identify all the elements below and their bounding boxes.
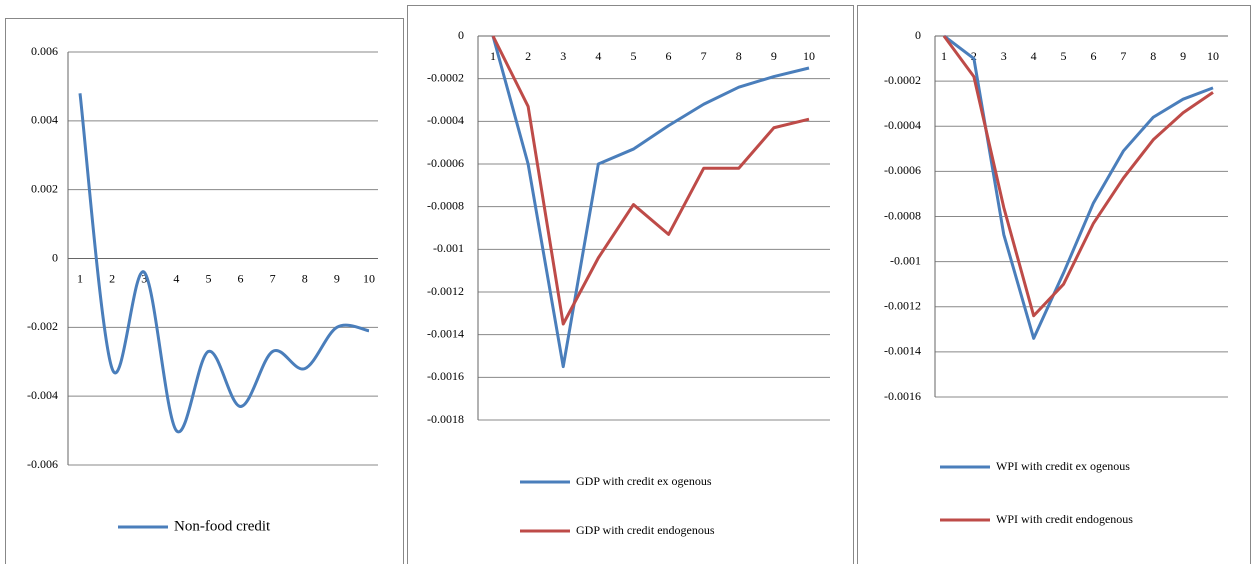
y-tick-label: -0.0014 — [427, 326, 464, 340]
panel-border — [5, 18, 404, 564]
y-tick-label: -0.0004 — [427, 113, 464, 127]
y-tick-label: 0.004 — [31, 113, 58, 127]
x-tick-label: 6 — [1090, 49, 1096, 63]
y-tick-label: -0.006 — [27, 457, 58, 471]
x-tick-label: 1 — [490, 49, 496, 63]
x-tick-label: 9 — [1180, 49, 1186, 63]
series-line — [942, 35, 1214, 318]
y-tick-label: 0.002 — [31, 181, 58, 195]
x-tick-label: 10 — [363, 271, 375, 285]
x-tick-label: 6 — [666, 49, 672, 63]
y-tick-label: -0.0002 — [884, 73, 921, 87]
y-tick-label: -0.0016 — [427, 369, 464, 383]
y-tick-label: -0.0016 — [884, 389, 921, 403]
x-tick-label: 7 — [701, 49, 707, 63]
panel-border — [857, 5, 1251, 564]
series-line — [78, 93, 370, 434]
y-tick-label: -0.0006 — [884, 163, 921, 177]
x-tick-label: 3 — [141, 271, 147, 285]
legend-label: GDP with credit ex ogenous — [576, 474, 712, 488]
y-tick-label: -0.004 — [27, 388, 58, 402]
x-tick-label: 9 — [771, 49, 777, 63]
y-tick-label: -0.001 — [890, 253, 921, 267]
y-tick-label: 0 — [458, 28, 464, 42]
y-tick-label: -0.0008 — [427, 198, 464, 212]
x-tick-label: 10 — [1207, 49, 1219, 63]
x-tick-label: 8 — [736, 49, 742, 63]
x-tick-label: 2 — [109, 271, 115, 285]
panel-border — [407, 5, 854, 564]
x-tick-label: 4 — [595, 49, 601, 63]
y-tick-label: -0.001 — [433, 241, 464, 255]
y-tick-label: -0.002 — [27, 319, 58, 333]
x-tick-label: 2 — [525, 49, 531, 63]
x-tick-label: 2 — [971, 49, 977, 63]
x-tick-label: 9 — [334, 271, 340, 285]
y-tick-label: -0.0012 — [884, 299, 921, 313]
y-tick-label: -0.0002 — [427, 70, 464, 84]
legend-label: WPI with credit ex ogenous — [996, 459, 1130, 473]
x-tick-label: 1 — [941, 49, 947, 63]
legend-label: Non-food credit — [174, 518, 271, 534]
x-tick-label: 1 — [77, 271, 83, 285]
x-tick-label: 5 — [1061, 49, 1067, 63]
x-tick-label: 3 — [1001, 49, 1007, 63]
y-tick-label: 0 — [52, 250, 58, 264]
x-tick-label: 7 — [1120, 49, 1126, 63]
y-tick-label: 0.006 — [31, 44, 58, 58]
legend-label: GDP with credit endogenous — [576, 523, 715, 537]
series-line — [491, 35, 810, 369]
x-tick-label: 10 — [803, 49, 815, 63]
x-tick-label: 5 — [630, 49, 636, 63]
y-tick-label: -0.0018 — [427, 412, 464, 426]
x-tick-label: 8 — [1150, 49, 1156, 63]
x-tick-label: 3 — [560, 49, 566, 63]
x-tick-label: 4 — [1031, 49, 1037, 63]
x-tick-label: 4 — [173, 271, 179, 285]
series-line — [491, 35, 810, 326]
legend-label: WPI with credit endogenous — [996, 512, 1133, 526]
y-tick-label: -0.0012 — [427, 284, 464, 298]
x-tick-label: 8 — [302, 271, 308, 285]
y-tick-label: 0 — [915, 28, 921, 42]
x-tick-label: 7 — [270, 271, 276, 285]
x-tick-label: 6 — [238, 271, 244, 285]
y-tick-label: -0.0014 — [884, 344, 921, 358]
x-tick-label: 5 — [205, 271, 211, 285]
y-tick-label: -0.0006 — [427, 156, 464, 170]
y-tick-label: -0.0004 — [884, 118, 921, 132]
y-tick-label: -0.0008 — [884, 208, 921, 222]
